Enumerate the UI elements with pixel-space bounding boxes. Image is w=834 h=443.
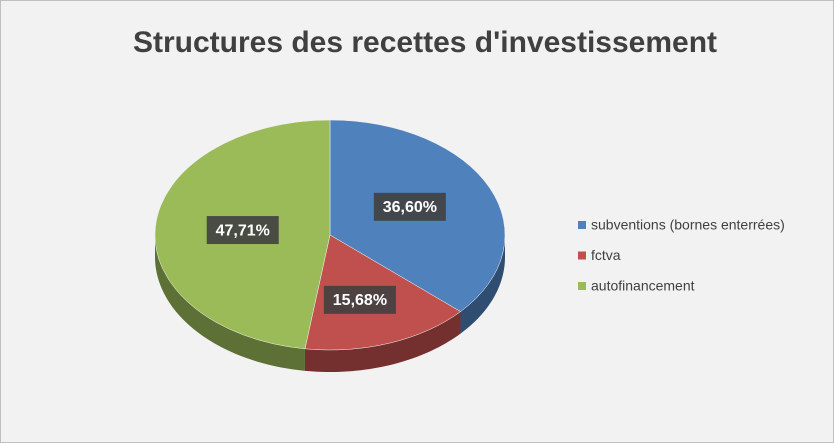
legend-label: subventions (bornes enterrées) bbox=[591, 217, 785, 233]
legend-label: fctva bbox=[591, 247, 621, 263]
pie-side bbox=[155, 235, 305, 371]
data-label: 36,60% bbox=[383, 199, 437, 216]
data-label-box bbox=[206, 216, 279, 245]
data-label-box bbox=[373, 192, 446, 221]
chart-title: Structures des recettes d'investissement bbox=[133, 26, 717, 59]
data-label: 47,71% bbox=[216, 222, 270, 239]
data-label: 15,68% bbox=[333, 292, 387, 309]
legend-swatch bbox=[578, 221, 586, 229]
legend-swatch bbox=[578, 251, 586, 260]
pie-side bbox=[304, 311, 461, 372]
data-label-box bbox=[323, 285, 396, 314]
legend-swatch bbox=[578, 282, 586, 290]
legend-label: autofinancement bbox=[591, 278, 695, 294]
pie-side bbox=[460, 235, 505, 334]
